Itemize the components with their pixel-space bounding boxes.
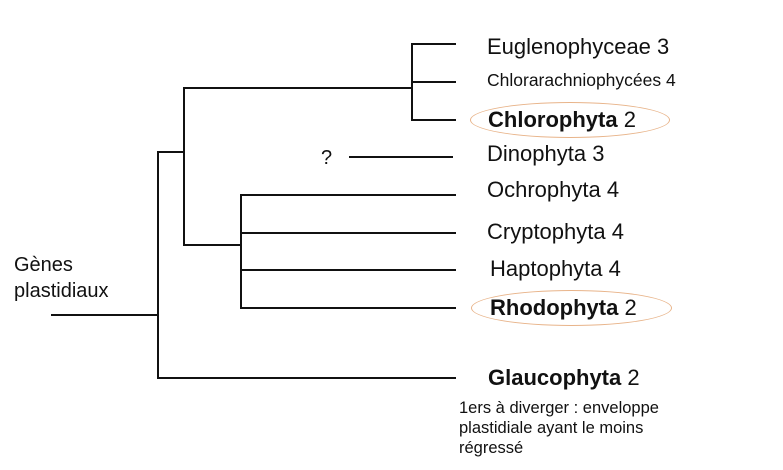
rhodophyta-highlight-oval xyxy=(471,290,672,326)
note-line-1: 1ers à diverger : enveloppe xyxy=(459,399,659,417)
note-line-2: plastidiale ayant le moins xyxy=(459,419,644,437)
root-label: Gènes plastidiaux xyxy=(14,252,109,304)
taxon-name: Glaucophyta xyxy=(488,365,622,390)
unknown-position-mark: ? xyxy=(321,147,333,169)
taxon-name: Euglenophyceae xyxy=(487,34,651,59)
taxon-name: Cryptophyta xyxy=(487,219,606,244)
taxon-cryptophyta: Cryptophyta 4 xyxy=(487,221,624,243)
taxon-dinophyta: Dinophyta 3 xyxy=(487,143,604,165)
taxon-name: Haptophyta xyxy=(490,256,603,281)
taxon-name: Rhodophyta xyxy=(490,295,619,320)
taxon-name: Chlorarachniophycées xyxy=(487,70,662,90)
taxon-count: 2 xyxy=(627,365,640,390)
taxon-haptophyta: Haptophyta 4 xyxy=(490,258,621,280)
taxon-count: 2 xyxy=(624,295,637,320)
taxon-glaucophyta: Glaucophyta 2 xyxy=(488,367,640,389)
taxon-count: 4 xyxy=(608,256,621,281)
taxon-count: 4 xyxy=(666,70,676,90)
taxon-name: Chlorophyta xyxy=(488,107,618,132)
taxon-count: 3 xyxy=(657,34,670,59)
taxon-count: 4 xyxy=(611,219,624,244)
root-label-line-1: Gènes xyxy=(14,254,73,276)
taxon-name: Dinophyta xyxy=(487,141,587,166)
taxon-chlorophyta: Chlorophyta 2 xyxy=(488,109,636,131)
taxon-euglenophyceae: Euglenophyceae 3 xyxy=(487,36,669,58)
taxon-rhodophyta: Rhodophyta 2 xyxy=(490,297,637,319)
taxon-name: Ochrophyta xyxy=(487,177,601,202)
taxon-count: 2 xyxy=(623,107,636,132)
taxon-ochrophyta: Ochrophyta 4 xyxy=(487,179,619,201)
taxon-count: 4 xyxy=(606,177,620,202)
glaucophyta-note: 1ers à diverger : enveloppe plastidiale … xyxy=(459,398,659,458)
root-label-line-2: plastidiaux xyxy=(14,280,109,302)
note-line-3: régressé xyxy=(459,439,524,457)
taxon-chlorarachniophycees: Chlorarachniophycées 4 xyxy=(487,70,676,90)
taxon-count: 3 xyxy=(592,141,605,166)
chlorophyta-highlight-oval xyxy=(470,102,670,138)
